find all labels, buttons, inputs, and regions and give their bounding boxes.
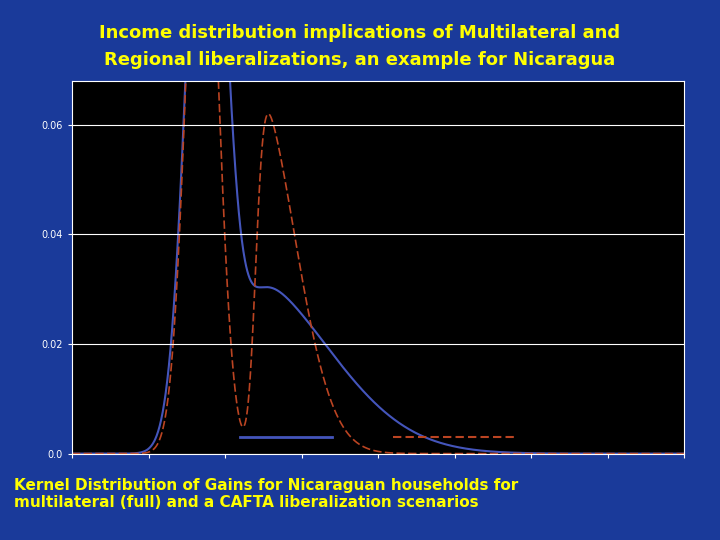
Text: Regional liberalizations, an example for Nicaragua: Regional liberalizations, an example for… bbox=[104, 51, 616, 69]
Text: Kernel Distribution of Gains for Nicaraguan households for
multilateral (full) a: Kernel Distribution of Gains for Nicarag… bbox=[14, 478, 518, 510]
Text: Income distribution implications of Multilateral and: Income distribution implications of Mult… bbox=[99, 24, 621, 42]
